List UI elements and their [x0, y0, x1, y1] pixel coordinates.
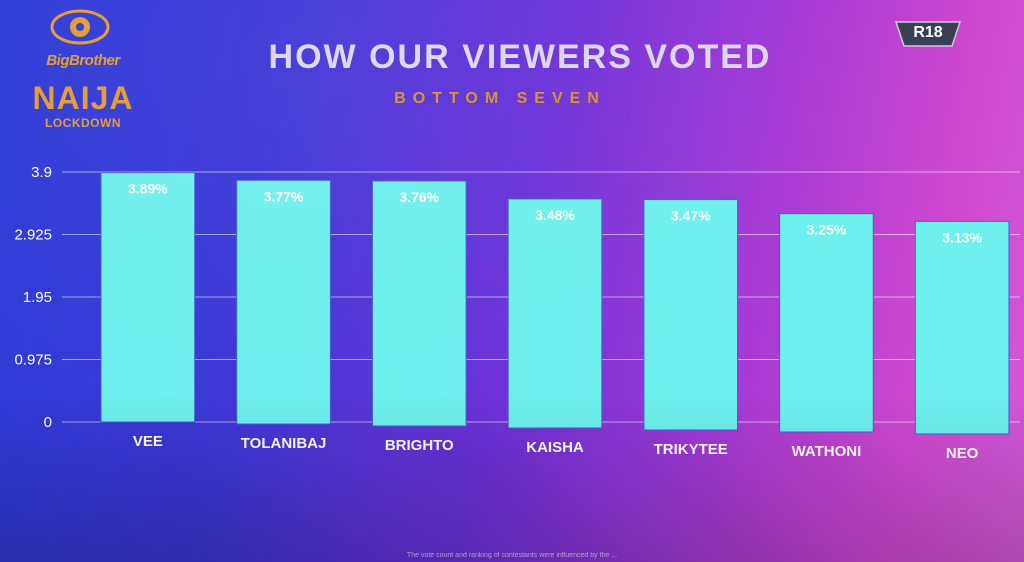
- bar: [914, 220, 1010, 435]
- y-tick-label: 3.9: [31, 164, 52, 181]
- chart-title: HOW OUR VIEWERS VOTED: [268, 38, 772, 76]
- eye-icon: [50, 9, 110, 45]
- x-tick-label: WATHONI: [792, 443, 862, 460]
- bar: [643, 199, 739, 431]
- y-tick-label: 1.95: [23, 289, 52, 306]
- logo-text-line3: LOCKDOWN: [45, 116, 121, 130]
- x-tick-label: NEO: [946, 445, 979, 462]
- data-label: 3.48%: [535, 207, 575, 223]
- footnote: The vote count and ranking of contestant…: [406, 552, 618, 559]
- x-tick-label: KAISHA: [526, 439, 584, 456]
- x-tick-label: TRIKYTEE: [654, 441, 728, 458]
- rating-badge: R18: [892, 20, 964, 48]
- rating-badge-label: R18: [913, 24, 943, 41]
- show-logo: BigBrother NAIJA LOCKDOWN: [28, 4, 138, 134]
- chart-subtitle: BOTTOM SEVEN: [394, 90, 606, 107]
- bar: [507, 198, 603, 429]
- bar: [779, 213, 874, 433]
- data-label: 3.77%: [264, 188, 304, 204]
- bar: [100, 172, 196, 423]
- bar: [236, 179, 331, 425]
- data-label: 3.47%: [671, 208, 711, 224]
- data-label: 3.13%: [942, 229, 982, 245]
- logo-text-line1: BigBrother: [46, 52, 120, 69]
- logo-text-line2: NAIJA: [32, 80, 134, 116]
- data-label: 3.76%: [399, 189, 439, 205]
- x-tick-label: BRIGHTO: [385, 437, 454, 454]
- data-label: 3.89%: [128, 181, 168, 197]
- y-tick-label: 2.925: [14, 227, 52, 244]
- x-tick-label: VEE: [133, 433, 163, 450]
- y-tick-label: 0: [44, 414, 52, 431]
- rating-badge-shape: [894, 21, 962, 47]
- x-tick-label: TOLANIBAJ: [241, 435, 327, 452]
- data-label: 3.25%: [807, 222, 847, 238]
- bar: [371, 180, 467, 427]
- y-tick-label: 0.975: [14, 352, 52, 369]
